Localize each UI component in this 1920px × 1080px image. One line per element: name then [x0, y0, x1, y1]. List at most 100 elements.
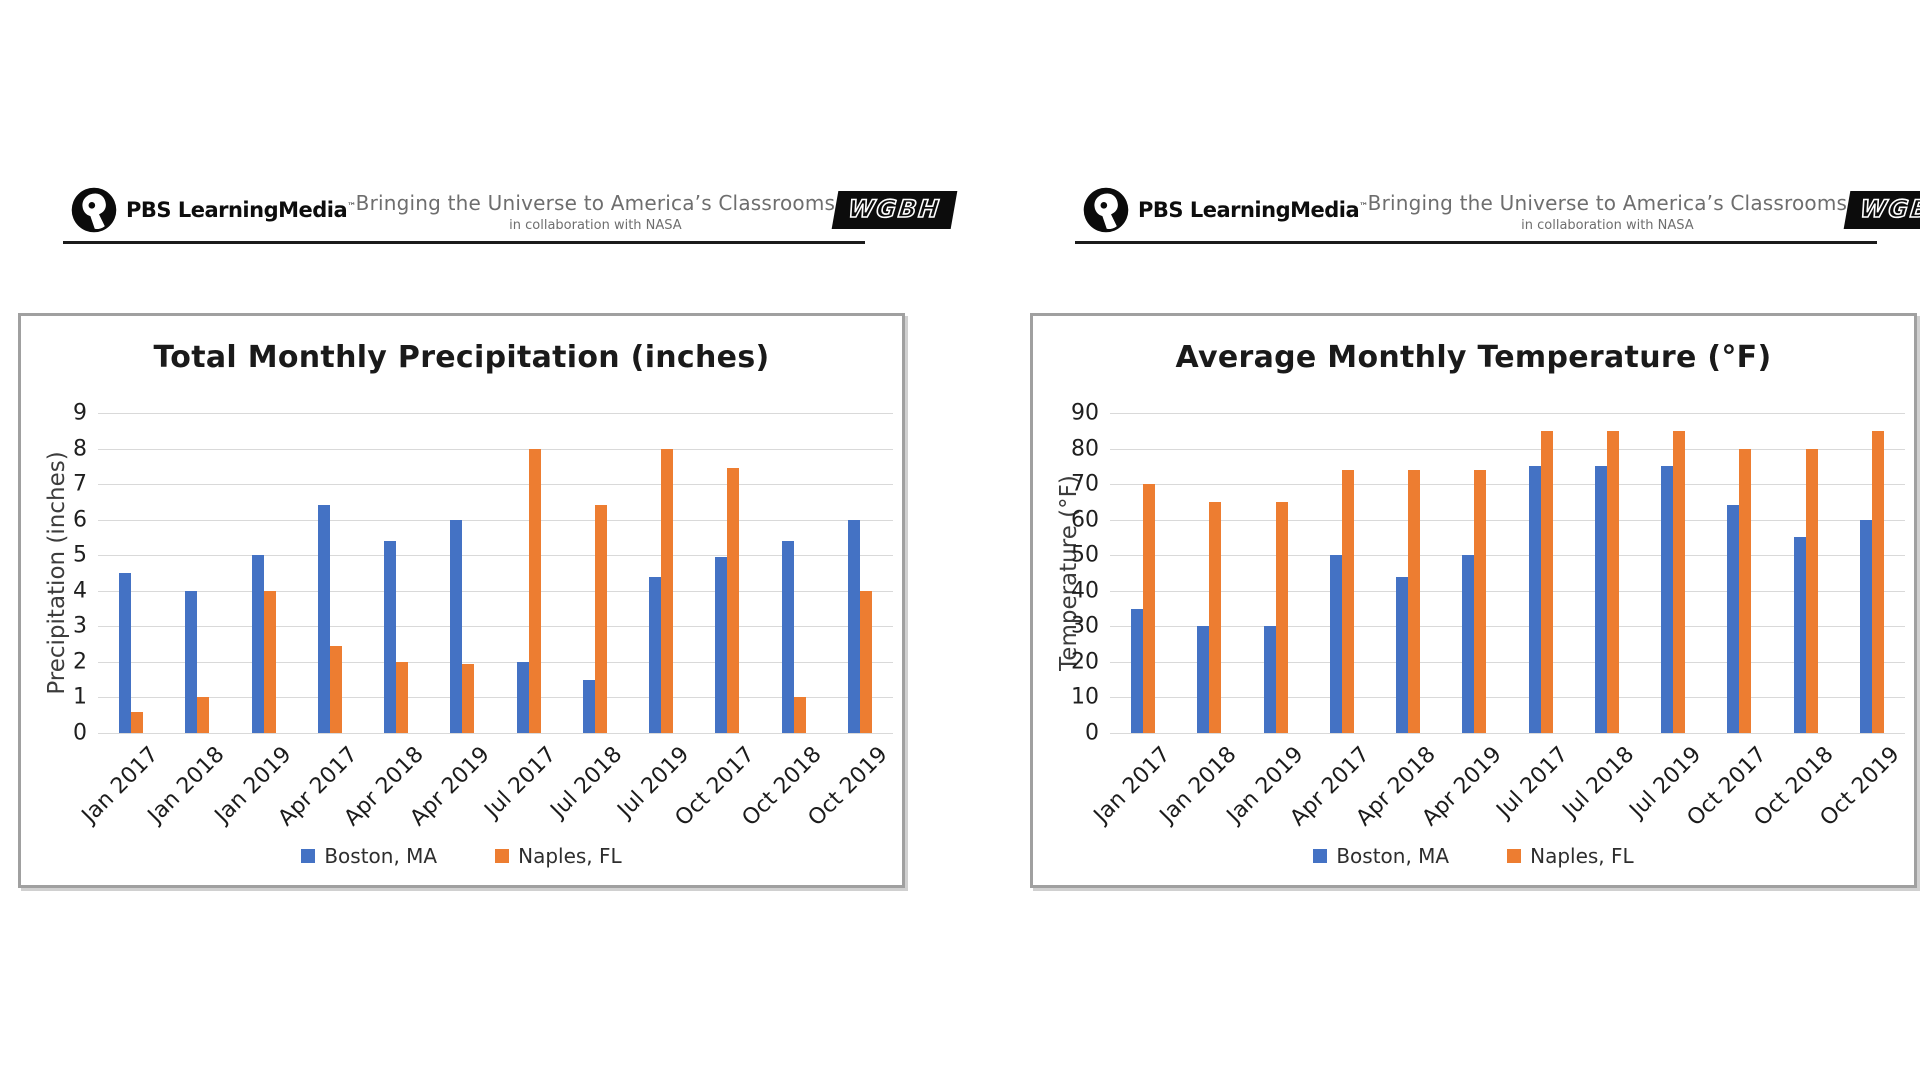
- gridline: [98, 484, 893, 486]
- y-tick-label: 10: [1071, 684, 1099, 710]
- bar-naples-fl: [1143, 484, 1156, 733]
- y-tick-label: 4: [73, 578, 87, 604]
- legend-item-naples-fl: Naples, FL: [495, 844, 622, 868]
- tagline: Bringing the Universe to America’s Class…: [1368, 191, 1848, 233]
- plot-area: [1110, 413, 1905, 734]
- bar-naples-fl: [462, 663, 475, 733]
- x-axis-labels: Jan 2017 Jan 2018 Jan 2019 Apr 2017 Apr 2018…: [78, 736, 893, 836]
- precipitation-chart-card: Total Monthly Precipitation (inches) Pre…: [18, 313, 905, 888]
- bar-naples-fl: [594, 505, 607, 733]
- y-tick-label: 70: [1071, 471, 1099, 497]
- bar-naples-fl: [1673, 430, 1686, 733]
- wgbh-logo: WGBH: [1843, 190, 1920, 229]
- bar-boston-ma: [1197, 626, 1210, 733]
- gridline: [1110, 413, 1905, 414]
- legend-item-naples-fl: Naples, FL: [1507, 844, 1634, 868]
- bar-naples-fl: [1408, 469, 1421, 733]
- gridline: [1110, 733, 1905, 734]
- pbs-logo-text: PBS LearningMedia™: [1138, 198, 1368, 222]
- x-tick-label: Jul 2018: [1558, 742, 1640, 823]
- y-tick-label: 3: [73, 613, 87, 639]
- gridline: [1110, 661, 1905, 663]
- pbs-learningmedia-logo: PBS LearningMedia™: [1083, 187, 1368, 233]
- pbs-trademark: ™: [1359, 201, 1368, 212]
- bar-naples-fl: [1739, 448, 1752, 733]
- y-tick-label: 20: [1071, 649, 1099, 675]
- pbs-head-icon: [71, 187, 117, 232]
- gridline: [98, 555, 893, 557]
- plot-area: [98, 413, 893, 734]
- y-tick-label: 80: [1071, 436, 1099, 462]
- bar-boston-ma: [1462, 555, 1475, 733]
- bar-naples-fl: [1341, 469, 1354, 733]
- bar-boston-ma: [1263, 626, 1276, 733]
- tagline: Bringing the Universe to America’s Class…: [356, 191, 836, 233]
- pbs-logo-text: PBS LearningMedia™: [126, 198, 356, 222]
- legend-label: Boston, MA: [324, 844, 438, 868]
- bar-boston-ma: [384, 541, 397, 733]
- y-tick-label: 9: [73, 400, 87, 426]
- bar-naples-fl: [859, 590, 872, 733]
- gridline: [1110, 448, 1905, 450]
- bar-boston-ma: [1131, 608, 1144, 733]
- legend-swatch: [1507, 849, 1522, 863]
- bar-naples-fl: [793, 697, 806, 733]
- legend-label: Naples, FL: [518, 844, 622, 868]
- y-tick-label: 50: [1071, 542, 1099, 568]
- bar-boston-ma: [847, 519, 860, 733]
- bar-boston-ma: [1859, 519, 1872, 733]
- legend-label: Boston, MA: [1336, 844, 1450, 868]
- y-tick-label: 1: [73, 684, 87, 710]
- wgbh-logo-text: WGBH: [1858, 194, 1920, 224]
- bar-boston-ma: [649, 576, 662, 733]
- gridline: [98, 733, 893, 734]
- pbs-learningmedia-logo: PBS LearningMedia™: [71, 187, 356, 233]
- bar-naples-fl: [1209, 501, 1222, 733]
- temperature-chart-card: Average Monthly Temperature (°F) Tempera…: [1030, 313, 1917, 888]
- gridline: [1110, 626, 1905, 628]
- bar-boston-ma: [1329, 555, 1342, 733]
- legend-label: Naples, FL: [1530, 844, 1634, 868]
- y-tick-label: 2: [73, 649, 87, 675]
- bar-naples-fl: [727, 468, 740, 733]
- bar-boston-ma: [1594, 466, 1607, 733]
- bar-boston-ma: [251, 555, 264, 733]
- y-tick-label: 5: [73, 542, 87, 568]
- y-tick-label: 0: [1085, 720, 1099, 746]
- bar-boston-ma: [317, 505, 330, 733]
- legend-item-boston-ma: Boston, MA: [301, 844, 437, 868]
- pbs-logo-name: PBS LearningMedia: [126, 197, 348, 222]
- gridline: [1110, 519, 1905, 521]
- wgbh-logo-text: WGBH: [846, 194, 943, 224]
- tagline-line2: in collaboration with NASA: [509, 217, 682, 233]
- y-tick-label: 0: [73, 720, 87, 746]
- bar-naples-fl: [1540, 430, 1553, 733]
- tagline-line1: Bringing the Universe to America’s Class…: [1367, 190, 1848, 215]
- bar-boston-ma: [1793, 537, 1806, 733]
- pbs-head-icon: [1083, 187, 1129, 232]
- legend: Boston, MA Naples, FL: [1033, 844, 1914, 868]
- bar-boston-ma: [781, 541, 794, 733]
- bar-boston-ma: [582, 679, 595, 733]
- chart-title: Average Monthly Temperature (°F): [1175, 340, 1772, 375]
- chart-title: Total Monthly Precipitation (inches): [153, 340, 770, 375]
- bar-boston-ma: [119, 573, 132, 733]
- bar-naples-fl: [1474, 469, 1487, 733]
- legend-swatch: [495, 849, 510, 863]
- bar-naples-fl: [131, 711, 144, 733]
- y-axis-ticks: 0 1 2 3 4 5 6 7 8 9: [21, 401, 87, 746]
- pbs-trademark: ™: [347, 201, 356, 212]
- x-axis-labels: Jan 2017 Jan 2018 Jan 2019 Apr 2017 Apr 2018…: [1090, 736, 1905, 836]
- gridline: [1110, 697, 1905, 699]
- gridline: [1110, 484, 1905, 486]
- tagline-line1: Bringing the Universe to America’s Class…: [355, 190, 836, 215]
- pbs-logo-name: PBS LearningMedia: [1138, 197, 1360, 222]
- y-tick-label: 90: [1071, 400, 1099, 426]
- bar-boston-ma: [450, 519, 463, 733]
- y-tick-label: 7: [73, 471, 87, 497]
- gridline: [98, 519, 893, 521]
- y-axis-ticks: 0 10 20 30 40 50 60 70 80 90: [1033, 401, 1099, 746]
- bar-boston-ma: [1661, 466, 1674, 733]
- y-tick-label: 30: [1071, 613, 1099, 639]
- bar-boston-ma: [1396, 576, 1409, 733]
